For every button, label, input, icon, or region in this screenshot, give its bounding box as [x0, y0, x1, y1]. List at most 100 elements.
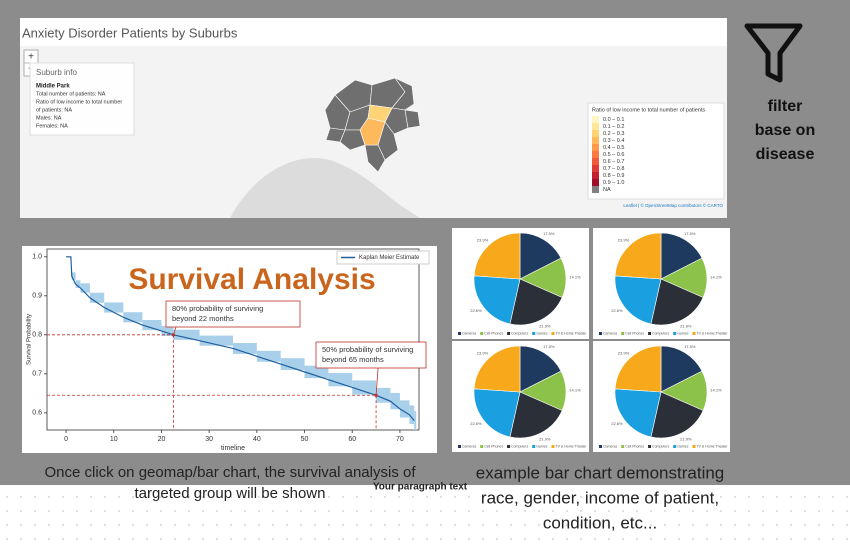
x-tick-label: 40 — [253, 436, 261, 443]
pie-legend-label: TV & Home Theater — [696, 332, 728, 336]
pie-legend-swatch — [480, 332, 484, 335]
pie-legend-swatch — [621, 332, 625, 335]
y-tick-label: 0.9 — [32, 293, 42, 300]
legend-label: 0.9 – 1.0 — [603, 180, 624, 186]
pie-value-label: 23.9% — [477, 350, 489, 355]
pie-legend-swatch — [692, 332, 696, 335]
pie-slice[interactable] — [473, 388, 521, 438]
legend-title: Ratio of low income to total number of p… — [592, 107, 705, 113]
legend-swatch — [592, 116, 599, 123]
pie-legend-swatch — [551, 332, 555, 335]
pie-legend-swatch — [480, 445, 484, 448]
annotation-box — [315, 341, 427, 369]
confidence-band — [390, 392, 400, 410]
pie-value-label: 21.9% — [680, 436, 692, 441]
pie-slice[interactable] — [473, 232, 521, 280]
confidence-band — [80, 283, 90, 293]
pie-legend-label: Cell Phones — [625, 332, 644, 336]
y-tick-label: 1.0 — [32, 254, 42, 261]
legend-swatch — [592, 186, 599, 193]
pie-slice[interactable] — [473, 275, 521, 325]
pie-legend-label: Games — [536, 445, 548, 449]
pie-legend-swatch — [532, 332, 536, 335]
confidence-band — [104, 302, 124, 313]
annotation-point — [171, 333, 175, 337]
pie-value-label: 22.6% — [611, 421, 623, 426]
legend-swatch — [592, 179, 599, 186]
legend-swatch — [592, 144, 599, 151]
highlighted-suburb — [367, 104, 393, 123]
confidence-band — [161, 325, 174, 336]
legend-swatch — [592, 165, 599, 172]
pie-slice[interactable] — [519, 345, 562, 393]
survival-title: Survival Analysis — [128, 263, 375, 296]
pie-value-label: 21.9% — [539, 323, 551, 328]
pie-legend-label: Games — [677, 445, 689, 449]
pie-legend-swatch — [532, 445, 536, 448]
confidence-band — [142, 319, 162, 331]
confidence-band — [409, 405, 415, 425]
confidence-band — [123, 312, 143, 323]
pie-value-label: 23.9% — [618, 350, 630, 355]
legend-box — [336, 250, 430, 265]
info-heading: Suburb info — [36, 68, 77, 77]
legend-swatch — [592, 123, 599, 130]
pie-slice[interactable] — [509, 278, 563, 326]
x-tick-label: 0 — [64, 436, 68, 443]
pie-grid: 17.5% 14.1% 21.9% 22.6% 23.9% Cameras Cell Pho… — [452, 228, 730, 452]
pie-slice[interactable] — [660, 232, 703, 280]
legend-label: 0.8 – 0.9 — [603, 173, 624, 179]
map-header — [20, 18, 727, 46]
pie-legend-label: TV & Home Theater — [555, 445, 587, 449]
legend-label: 0.2 – 0.3 — [603, 131, 624, 137]
pie-value-label: 17.5% — [543, 231, 555, 236]
pie-slice[interactable] — [473, 345, 521, 393]
pie-legend-label: Cell Phones — [484, 445, 503, 449]
filter-block[interactable]: filter base on disease — [744, 23, 815, 163]
x-tick-label: 70 — [396, 436, 404, 443]
map-legend-content: Ratio of low income to total number of p… — [592, 107, 705, 193]
pie-value-label: 14.1% — [569, 275, 581, 280]
confidence-band — [89, 292, 105, 303]
pie-slice[interactable] — [614, 232, 662, 280]
legend-swatch — [592, 130, 599, 137]
pie-legend-swatch — [507, 445, 511, 448]
annotation-arrow — [375, 367, 379, 396]
filter-label: filter — [768, 98, 803, 115]
pie-legend-label: Computers — [652, 445, 669, 449]
info-line: Females: NA — [36, 123, 68, 129]
pie-value-label: 22.6% — [470, 308, 482, 313]
pie-caption: example bar chart demonstrating — [476, 463, 725, 482]
confidence-band — [71, 272, 76, 281]
pie-slice[interactable] — [614, 275, 662, 325]
annotation-text: 80% probability of surviving — [172, 304, 263, 313]
pie-legend-swatch — [599, 332, 602, 335]
zoom-in-button[interactable]: + — [28, 52, 34, 63]
pie-legend-label: Computers — [511, 332, 528, 336]
pie-legend-swatch — [648, 332, 652, 335]
pie-legend-label: Games — [536, 332, 548, 336]
legend-label: 0.6 – 0.7 — [603, 159, 624, 165]
pie-slice[interactable] — [614, 388, 662, 438]
annotation-point — [374, 393, 378, 397]
pie-legend-label: Cameras — [603, 332, 617, 336]
legend-label: 0.7 – 0.8 — [603, 166, 624, 172]
pie-slice[interactable] — [614, 345, 662, 393]
pie-legend-label: TV & Home Theater — [555, 332, 587, 336]
legend-swatch — [592, 151, 599, 158]
pie-value-label: 23.9% — [477, 237, 489, 242]
pie-slice[interactable] — [660, 345, 703, 393]
legend-swatch — [592, 158, 599, 165]
filter-icon[interactable] — [744, 23, 803, 83]
pie-legend-swatch — [599, 445, 602, 448]
pie-slice[interactable] — [650, 278, 704, 326]
pie-slice[interactable] — [509, 391, 563, 439]
pie-legend-swatch — [673, 445, 677, 448]
pie-slice[interactable] — [650, 391, 704, 439]
pie-slice[interactable] — [519, 232, 562, 280]
survival-caption: targeted group will be shown — [135, 485, 326, 502]
pie-legend-swatch — [673, 332, 677, 335]
y-axis-label: Survival Probability — [27, 314, 33, 365]
